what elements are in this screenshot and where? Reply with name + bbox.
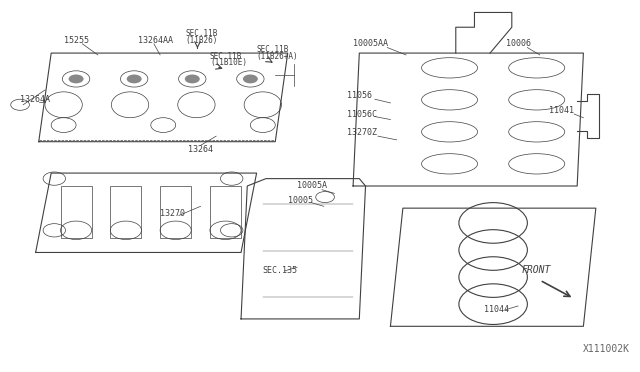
Bar bbox=[160, 186, 191, 238]
Circle shape bbox=[243, 74, 258, 83]
Circle shape bbox=[185, 74, 200, 83]
Bar bbox=[61, 186, 92, 238]
Text: 11056: 11056 bbox=[347, 91, 372, 100]
Text: 13264A: 13264A bbox=[20, 95, 50, 104]
Bar bbox=[110, 186, 141, 238]
Text: 11044: 11044 bbox=[484, 305, 509, 314]
Text: SEC.11B: SEC.11B bbox=[210, 52, 243, 61]
Text: SEC.11B: SEC.11B bbox=[257, 45, 289, 54]
Text: 13264AA: 13264AA bbox=[138, 36, 173, 45]
Text: 11041: 11041 bbox=[549, 106, 574, 115]
Bar bbox=[210, 186, 241, 238]
Circle shape bbox=[68, 74, 84, 83]
Text: 10005A: 10005A bbox=[297, 182, 327, 190]
Text: (11B10E): (11B10E) bbox=[210, 58, 247, 67]
Text: 10006: 10006 bbox=[506, 39, 531, 48]
Text: 15255: 15255 bbox=[63, 36, 88, 45]
Text: (11B26): (11B26) bbox=[185, 36, 218, 45]
Text: SEC.135: SEC.135 bbox=[263, 266, 298, 275]
Text: 13270: 13270 bbox=[160, 209, 185, 218]
Text: 10005: 10005 bbox=[288, 196, 313, 205]
Text: FRONT: FRONT bbox=[521, 265, 550, 275]
Text: 10005AA: 10005AA bbox=[353, 39, 388, 48]
Text: 13270Z: 13270Z bbox=[347, 128, 377, 137]
Text: 13264: 13264 bbox=[188, 145, 213, 154]
Text: SEC.11B: SEC.11B bbox=[185, 29, 218, 38]
Text: X111002K: X111002K bbox=[584, 344, 630, 354]
Circle shape bbox=[127, 74, 141, 83]
Text: 11056C: 11056C bbox=[347, 109, 377, 119]
Text: (11B26+A): (11B26+A) bbox=[257, 52, 298, 61]
